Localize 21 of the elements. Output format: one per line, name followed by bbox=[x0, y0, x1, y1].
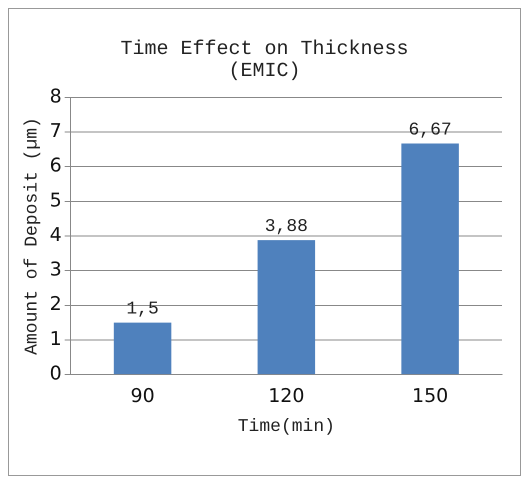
y-tick-label: 3 bbox=[50, 258, 62, 281]
bar bbox=[114, 322, 172, 374]
x-tick-label: 120 bbox=[268, 384, 304, 407]
y-tick-label: 4 bbox=[50, 224, 62, 246]
y-tick-label: 0 bbox=[50, 362, 62, 385]
y-tick-label: 2 bbox=[50, 293, 62, 316]
y-tick-label: 6 bbox=[50, 154, 62, 177]
y-tick-label: 8 bbox=[50, 85, 62, 108]
x-tick-label: 90 bbox=[130, 384, 155, 407]
data-label: 1,5 bbox=[126, 299, 159, 320]
y-tick-label: 5 bbox=[50, 189, 62, 212]
data-label: 6,67 bbox=[408, 120, 452, 140]
bar bbox=[258, 240, 316, 374]
bar bbox=[401, 143, 459, 374]
y-axis-title: Amount of Deposit (µm) bbox=[22, 117, 43, 355]
y-tick-label: 1 bbox=[50, 328, 62, 350]
chart-title: Time Effect on Thickness (EMIC) bbox=[119, 38, 410, 83]
y-tick-label: 7 bbox=[50, 120, 62, 142]
x-tick-label: 150 bbox=[412, 384, 448, 407]
x-axis-title: Time(min) bbox=[238, 416, 335, 437]
data-label: 3,88 bbox=[264, 216, 308, 237]
